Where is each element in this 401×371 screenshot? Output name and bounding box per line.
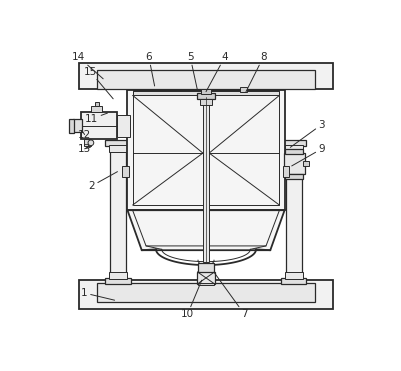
- Text: 10: 10: [180, 280, 201, 319]
- Bar: [73, 119, 81, 132]
- Circle shape: [88, 140, 93, 146]
- Text: 3: 3: [290, 119, 324, 147]
- Bar: [198, 263, 213, 273]
- Bar: [116, 115, 130, 137]
- Bar: [282, 166, 289, 177]
- Bar: [109, 272, 127, 279]
- Text: 13: 13: [78, 144, 91, 154]
- Polygon shape: [127, 210, 284, 250]
- Bar: [132, 91, 279, 95]
- Bar: [81, 112, 116, 139]
- Text: 5: 5: [186, 52, 197, 90]
- Bar: [127, 90, 284, 210]
- Bar: [79, 63, 332, 89]
- Text: 11: 11: [85, 113, 107, 124]
- Bar: [280, 139, 305, 146]
- Bar: [105, 278, 130, 285]
- Bar: [97, 70, 314, 89]
- Bar: [132, 90, 279, 205]
- Bar: [94, 102, 99, 106]
- Bar: [196, 93, 215, 99]
- Text: 6: 6: [145, 52, 154, 86]
- Bar: [203, 97, 209, 262]
- Text: 14: 14: [72, 52, 103, 79]
- Bar: [79, 280, 332, 309]
- Text: 8: 8: [245, 52, 266, 92]
- Bar: [199, 99, 212, 105]
- Bar: [280, 278, 305, 285]
- Bar: [198, 283, 213, 285]
- Bar: [97, 283, 314, 302]
- Bar: [285, 144, 301, 283]
- Bar: [105, 139, 130, 146]
- Bar: [284, 144, 302, 152]
- Bar: [197, 272, 214, 284]
- Bar: [91, 106, 101, 112]
- Text: 15: 15: [83, 67, 113, 99]
- Text: 9: 9: [291, 144, 324, 166]
- Bar: [284, 272, 302, 279]
- Bar: [200, 89, 211, 93]
- Text: 12: 12: [78, 129, 91, 139]
- Bar: [283, 153, 304, 174]
- Bar: [285, 148, 302, 154]
- Bar: [83, 138, 91, 146]
- Text: 2: 2: [88, 172, 117, 191]
- Text: 4: 4: [206, 52, 227, 92]
- Bar: [69, 119, 74, 133]
- Bar: [285, 174, 302, 179]
- Bar: [110, 144, 126, 283]
- Text: 7: 7: [214, 273, 247, 319]
- Bar: [302, 161, 308, 166]
- Bar: [109, 144, 127, 152]
- Bar: [240, 86, 246, 92]
- Bar: [122, 166, 129, 177]
- Text: 1: 1: [81, 288, 114, 300]
